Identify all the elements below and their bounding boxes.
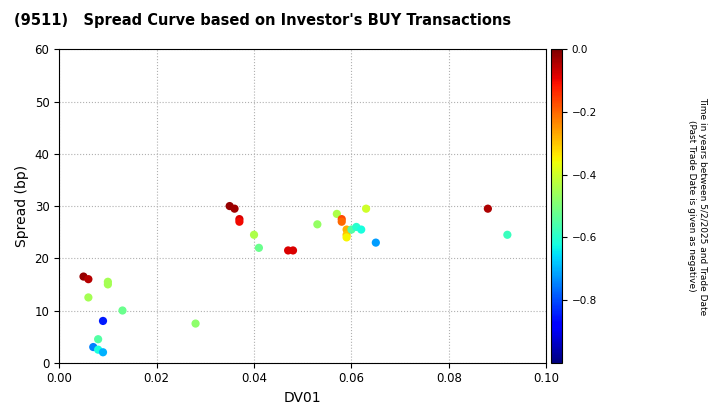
Point — [336, 218, 348, 225]
Point — [341, 231, 352, 238]
Point — [287, 247, 299, 254]
Y-axis label: Time in years between 5/2/2025 and Trade Date
(Past Trade Date is given as negat: Time in years between 5/2/2025 and Trade… — [687, 97, 706, 315]
Point — [97, 349, 109, 356]
Point — [482, 205, 494, 212]
X-axis label: DV01: DV01 — [284, 391, 322, 405]
Point — [248, 231, 260, 238]
Point — [97, 318, 109, 324]
Point — [117, 307, 128, 314]
Point — [102, 281, 114, 288]
Point — [83, 294, 94, 301]
Point — [341, 226, 352, 233]
Point — [102, 278, 114, 285]
Point — [331, 210, 343, 217]
Point — [190, 320, 202, 327]
Point — [346, 226, 357, 233]
Point — [253, 244, 265, 251]
Point — [336, 216, 348, 223]
Point — [88, 344, 99, 350]
Point — [312, 221, 323, 228]
Point — [360, 205, 372, 212]
Point — [351, 223, 362, 230]
Y-axis label: Spread (bp): Spread (bp) — [15, 165, 29, 247]
Point — [282, 247, 294, 254]
Point — [370, 239, 382, 246]
Point — [234, 216, 246, 223]
Point — [341, 234, 352, 241]
Point — [234, 218, 246, 225]
Point — [356, 226, 367, 233]
Point — [502, 231, 513, 238]
Point — [224, 203, 235, 210]
Point — [92, 336, 104, 343]
Point — [78, 273, 89, 280]
Point — [83, 276, 94, 283]
Point — [92, 346, 104, 353]
Text: (9511)   Spread Curve based on Investor's BUY Transactions: (9511) Spread Curve based on Investor's … — [14, 13, 511, 28]
Point — [229, 205, 240, 212]
